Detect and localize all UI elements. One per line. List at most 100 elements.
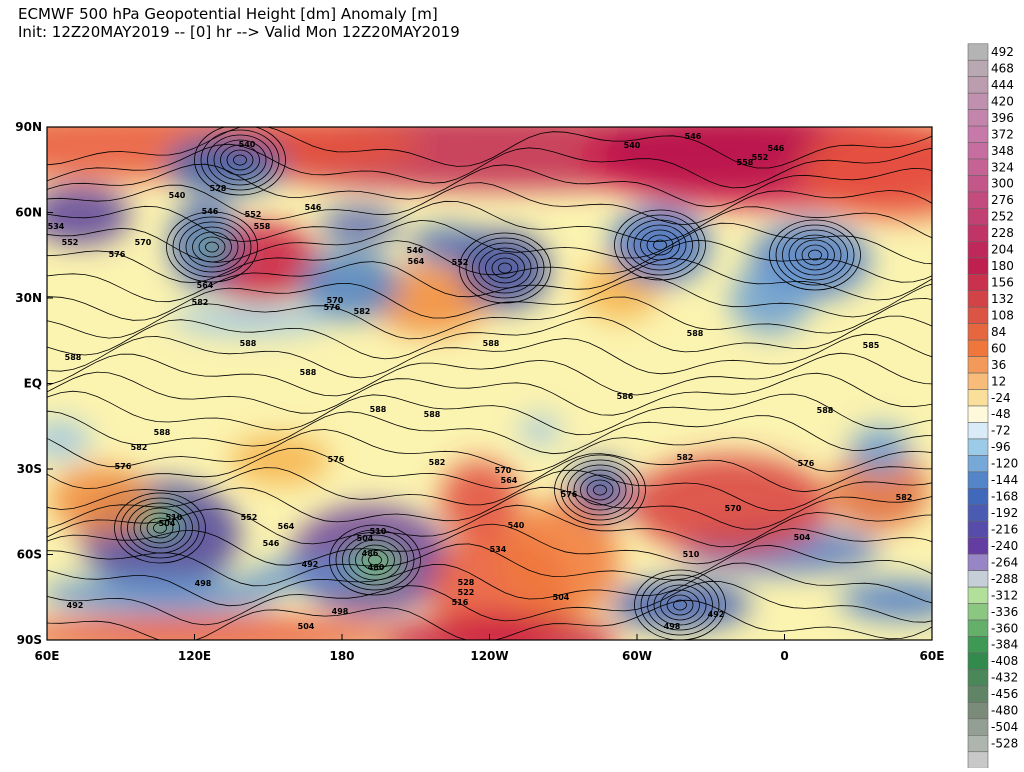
colorbar-box [967,356,989,374]
contour-label: 582 [192,298,209,307]
anomaly-area [840,580,932,620]
colorbar-label: 180 [991,259,1014,273]
anomaly-area [570,460,630,520]
colorbar-box [967,488,989,506]
contour-label: 588 [65,353,82,362]
contour-label: 588 [370,405,387,414]
contour-label: 576 [109,250,126,259]
contour-label: 492 [708,610,725,619]
anomaly-area [200,235,220,259]
contour-label: 504 [159,519,176,528]
colorbar-box [967,372,989,390]
lon-label: 60E [920,649,945,663]
contour-line [775,224,855,286]
anomaly-area [610,580,750,630]
contour-label: 582 [354,307,371,316]
contour-line [329,524,421,596]
contour-line [153,522,167,534]
contour-label: 546 [407,246,424,255]
contour-line [47,276,932,321]
anomaly-area [730,265,810,335]
colorbar-label: -528 [991,737,1018,751]
contour-line [567,464,633,516]
contour-label: 498 [195,579,212,588]
contour-line [140,512,180,544]
colorbar-box [967,92,989,110]
colorbar-box [967,636,989,654]
lon-label: 60E [35,649,60,663]
contour-line [646,234,674,256]
colorbar-label: -72 [991,424,1011,438]
colorbar-box [967,520,989,539]
contour-label: 585 [863,341,880,350]
colorbar-label: 204 [991,243,1014,257]
contour-line [808,249,822,261]
colorbar-label: -456 [991,687,1018,701]
contour-line [192,231,232,263]
contour-label: 582 [677,453,694,462]
contour-label: 534 [48,222,65,231]
contour-line [348,539,402,581]
lat-label: EQ [24,377,42,391]
colorbar-box [967,735,989,753]
contour-line [368,554,382,566]
colorbar-label: -408 [991,654,1018,668]
colorbar-label: 468 [991,61,1014,75]
colorbar-label: 36 [991,358,1006,372]
contour-label: 546 [202,207,219,216]
contour-line [554,454,646,526]
contour-label: 504 [794,533,811,542]
colorbar-box [967,175,989,193]
contour-line [47,315,932,360]
contour-label: 570 [495,466,512,475]
contour-label: 540 [508,521,525,530]
contour-label: 570 [135,238,152,247]
contour-line [47,182,932,226]
contour-label: 492 [302,560,319,569]
lat-label: 60N [15,206,42,220]
contour-label: 588 [817,406,834,415]
colorbar-box [967,652,989,670]
contour-line [47,296,932,340]
contour-line [233,154,247,166]
colorbar-label: -192 [991,506,1018,520]
colorbar-label: -264 [991,555,1018,569]
contour-line [47,599,932,640]
colorbar-box [967,438,989,456]
colorbar-box [967,208,989,226]
contour-line [614,209,706,281]
contour-label: 588 [300,368,317,377]
contour-label: 504 [553,593,570,602]
contour-line [342,534,408,586]
contour-line [465,237,545,299]
colorbar-label: -312 [991,588,1018,602]
colorbar-label: 156 [991,276,1014,290]
colorbar-label: -360 [991,621,1018,635]
colorbar-box [967,570,989,588]
lon-label: 180 [329,649,354,663]
anomaly-area [830,450,930,530]
colorbar-label: -168 [991,490,1018,504]
contour-line [459,232,551,304]
contour-label: 588 [154,428,171,437]
contour-line [673,599,687,611]
contour-line [47,543,932,587]
colorbar-label: 12 [991,374,1006,388]
contour-line [185,226,239,268]
colorbar-box [967,142,989,160]
contour-line [660,589,700,621]
anomaly-area [380,615,620,640]
contour-line [640,229,680,261]
contour-line [226,149,254,171]
contour-line [127,502,193,554]
colorbar-label: 444 [991,78,1014,92]
contour-label: 510 [370,527,387,536]
contour-line [560,459,640,521]
contour-line [47,467,932,512]
anomaly-area [320,205,400,245]
contour-label: 582 [896,493,913,502]
colorbar-box [967,471,989,489]
colorbar-box [967,603,989,621]
contour-line [220,144,260,176]
colorbar-label: 60 [991,341,1006,355]
